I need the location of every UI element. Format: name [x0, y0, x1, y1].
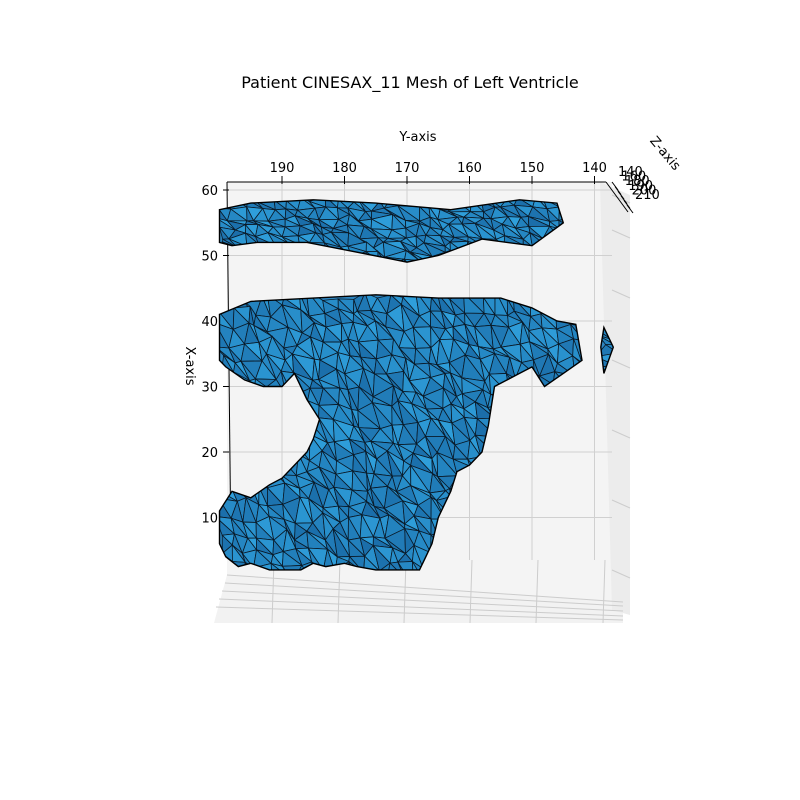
y-tick-label: 170: [395, 161, 420, 176]
side-grid-line: [611, 569, 631, 579]
floor-grid-line: [215, 606, 624, 621]
floor-grid-line: [602, 559, 606, 624]
mesh-face: [389, 561, 406, 570]
x-axis-label: X-axis: [182, 347, 197, 386]
x-tick-label: 40: [201, 315, 218, 330]
z-tick-label: 160: [621, 170, 646, 185]
y-axis-label: Y-axis: [398, 130, 436, 145]
floor-pane: [214, 575, 623, 623]
y-tick-label: 190: [270, 161, 295, 176]
x-tick-labels: 60 50 40 30 20 10: [201, 184, 229, 527]
z-tick-label: 190: [628, 179, 653, 194]
mesh-outline: [218, 199, 565, 263]
y-tick-labels: 190 180 170 160 150 140: [270, 161, 607, 184]
y-tick-label: 140: [582, 161, 607, 176]
floor-grid-line: [535, 559, 539, 624]
x-tick-label: 10: [201, 512, 218, 527]
side-pane: [600, 182, 630, 615]
z-axis-line: [605, 181, 629, 213]
floor-grid-line: [221, 590, 624, 612]
y-tick-label: 160: [457, 161, 482, 176]
y-tick-label: 180: [332, 161, 357, 176]
floor-grid-line: [218, 598, 624, 617]
mesh-outline: [218, 294, 583, 571]
x-tick-label: 60: [201, 184, 218, 199]
x-tick-label: 20: [201, 446, 218, 461]
floor-grid-line: [224, 582, 624, 607]
x-tick-label: 50: [201, 250, 218, 265]
side-grid-line: [611, 359, 631, 369]
mesh-outline: [600, 325, 615, 374]
chart-title: Patient CINESAX_11 Mesh of Left Ventricl…: [241, 73, 579, 93]
side-grid-line: [611, 194, 631, 204]
floor-grid-line: [469, 559, 473, 624]
z-tick-label: 140: [618, 165, 643, 180]
side-grid-line: [611, 289, 631, 299]
side-grid-line: [611, 229, 631, 239]
z-tick-label: 180: [625, 174, 650, 189]
mesh-face: [384, 562, 406, 570]
mesh-face: [270, 563, 290, 570]
z-tick-label: 210: [635, 188, 660, 203]
side-grid-line: [611, 429, 631, 439]
x-tick-label: 30: [201, 381, 218, 396]
mesh-face: [397, 561, 415, 570]
z-tick-mark: [626, 204, 634, 214]
mesh-face: [378, 562, 391, 570]
z-tick-label: 200: [632, 183, 657, 198]
floor-grid-line: [337, 559, 341, 624]
y-tick-label: 150: [520, 161, 545, 176]
floor-grid-line: [226, 574, 624, 603]
side-grid-line: [611, 499, 631, 509]
